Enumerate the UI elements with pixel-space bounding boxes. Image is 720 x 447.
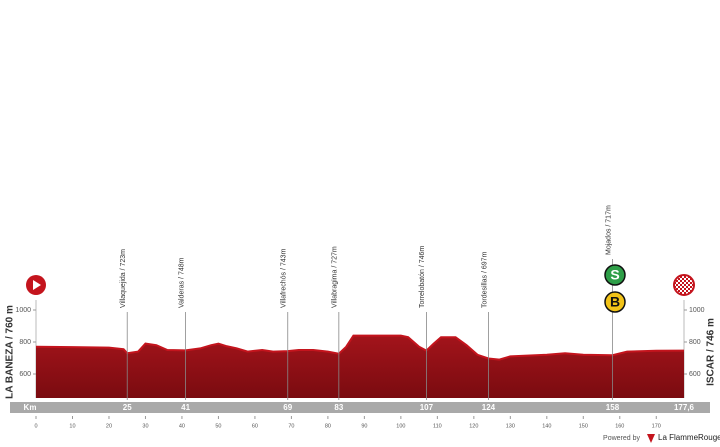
brand: La FlammeRouge (658, 433, 720, 442)
km-marker: 83 (334, 403, 343, 412)
finish-label: ISCAR / 746 m (706, 318, 717, 386)
km-title: Km (24, 403, 37, 412)
start-label: LA BANEZA / 760 m (5, 305, 16, 399)
x-tick-label: 120 (469, 423, 478, 429)
y-tick-label: 1000 (15, 307, 31, 314)
profile-area (36, 335, 684, 398)
y-tick-label: 800 (19, 339, 31, 346)
km-marker: 177,6 (674, 403, 695, 412)
x-tick-label: 90 (361, 423, 367, 429)
x-tick-label: 60 (252, 423, 258, 429)
x-tick-label: 30 (142, 423, 148, 429)
x-tick-label: 80 (325, 423, 331, 429)
bonus-icon (604, 291, 626, 313)
km-marker: 124 (482, 403, 496, 412)
place-label: Tordesillas / 697m (481, 251, 488, 308)
brand-logo (647, 434, 655, 443)
y-tick-label: 1000 (689, 307, 705, 314)
place-label: Torrelobatón / 746m (419, 246, 426, 308)
km-bar (10, 402, 710, 413)
y-tick-label: 600 (689, 371, 701, 378)
place-label: Villafrechós / 743m (281, 248, 288, 308)
x-tick-label: 170 (652, 423, 661, 429)
x-tick-label: 50 (215, 423, 221, 429)
x-tick-label: 100 (396, 423, 405, 429)
x-tick-label: 140 (542, 423, 551, 429)
km-marker: 25 (123, 403, 132, 412)
bonus-letter: B (610, 294, 620, 310)
start-arrow (33, 280, 41, 290)
x-tick-label: 160 (615, 423, 624, 429)
x-tick-label: 0 (34, 423, 37, 429)
powered-by: Powered by (603, 435, 640, 442)
x-tick-label: 150 (579, 423, 588, 429)
profile-edge (35, 334, 685, 361)
km-marker: 69 (283, 403, 292, 412)
sprint-letter: S (610, 267, 619, 283)
x-tick-label: 40 (179, 423, 185, 429)
km-marker: 107 (420, 403, 434, 412)
km-marker: 158 (606, 403, 620, 412)
x-tick-label: 110 (433, 423, 442, 429)
x-tick-label: 130 (506, 423, 515, 429)
place-label: Villaquejida / 723m (120, 249, 127, 308)
x-tick-label: 70 (288, 423, 294, 429)
km-marker: 41 (181, 403, 190, 412)
y-tick-label: 800 (689, 339, 701, 346)
finish-icon (673, 274, 695, 296)
place-label: Mojados / 717m (605, 205, 612, 255)
x-tick-label: 10 (69, 423, 75, 429)
y-tick-label: 600 (19, 371, 31, 378)
x-tick-label: 20 (106, 423, 112, 429)
place-label: Valderas / 748m (178, 257, 185, 308)
place-label: Villabragima / 727m (332, 246, 339, 308)
sprint-icon (604, 264, 626, 286)
